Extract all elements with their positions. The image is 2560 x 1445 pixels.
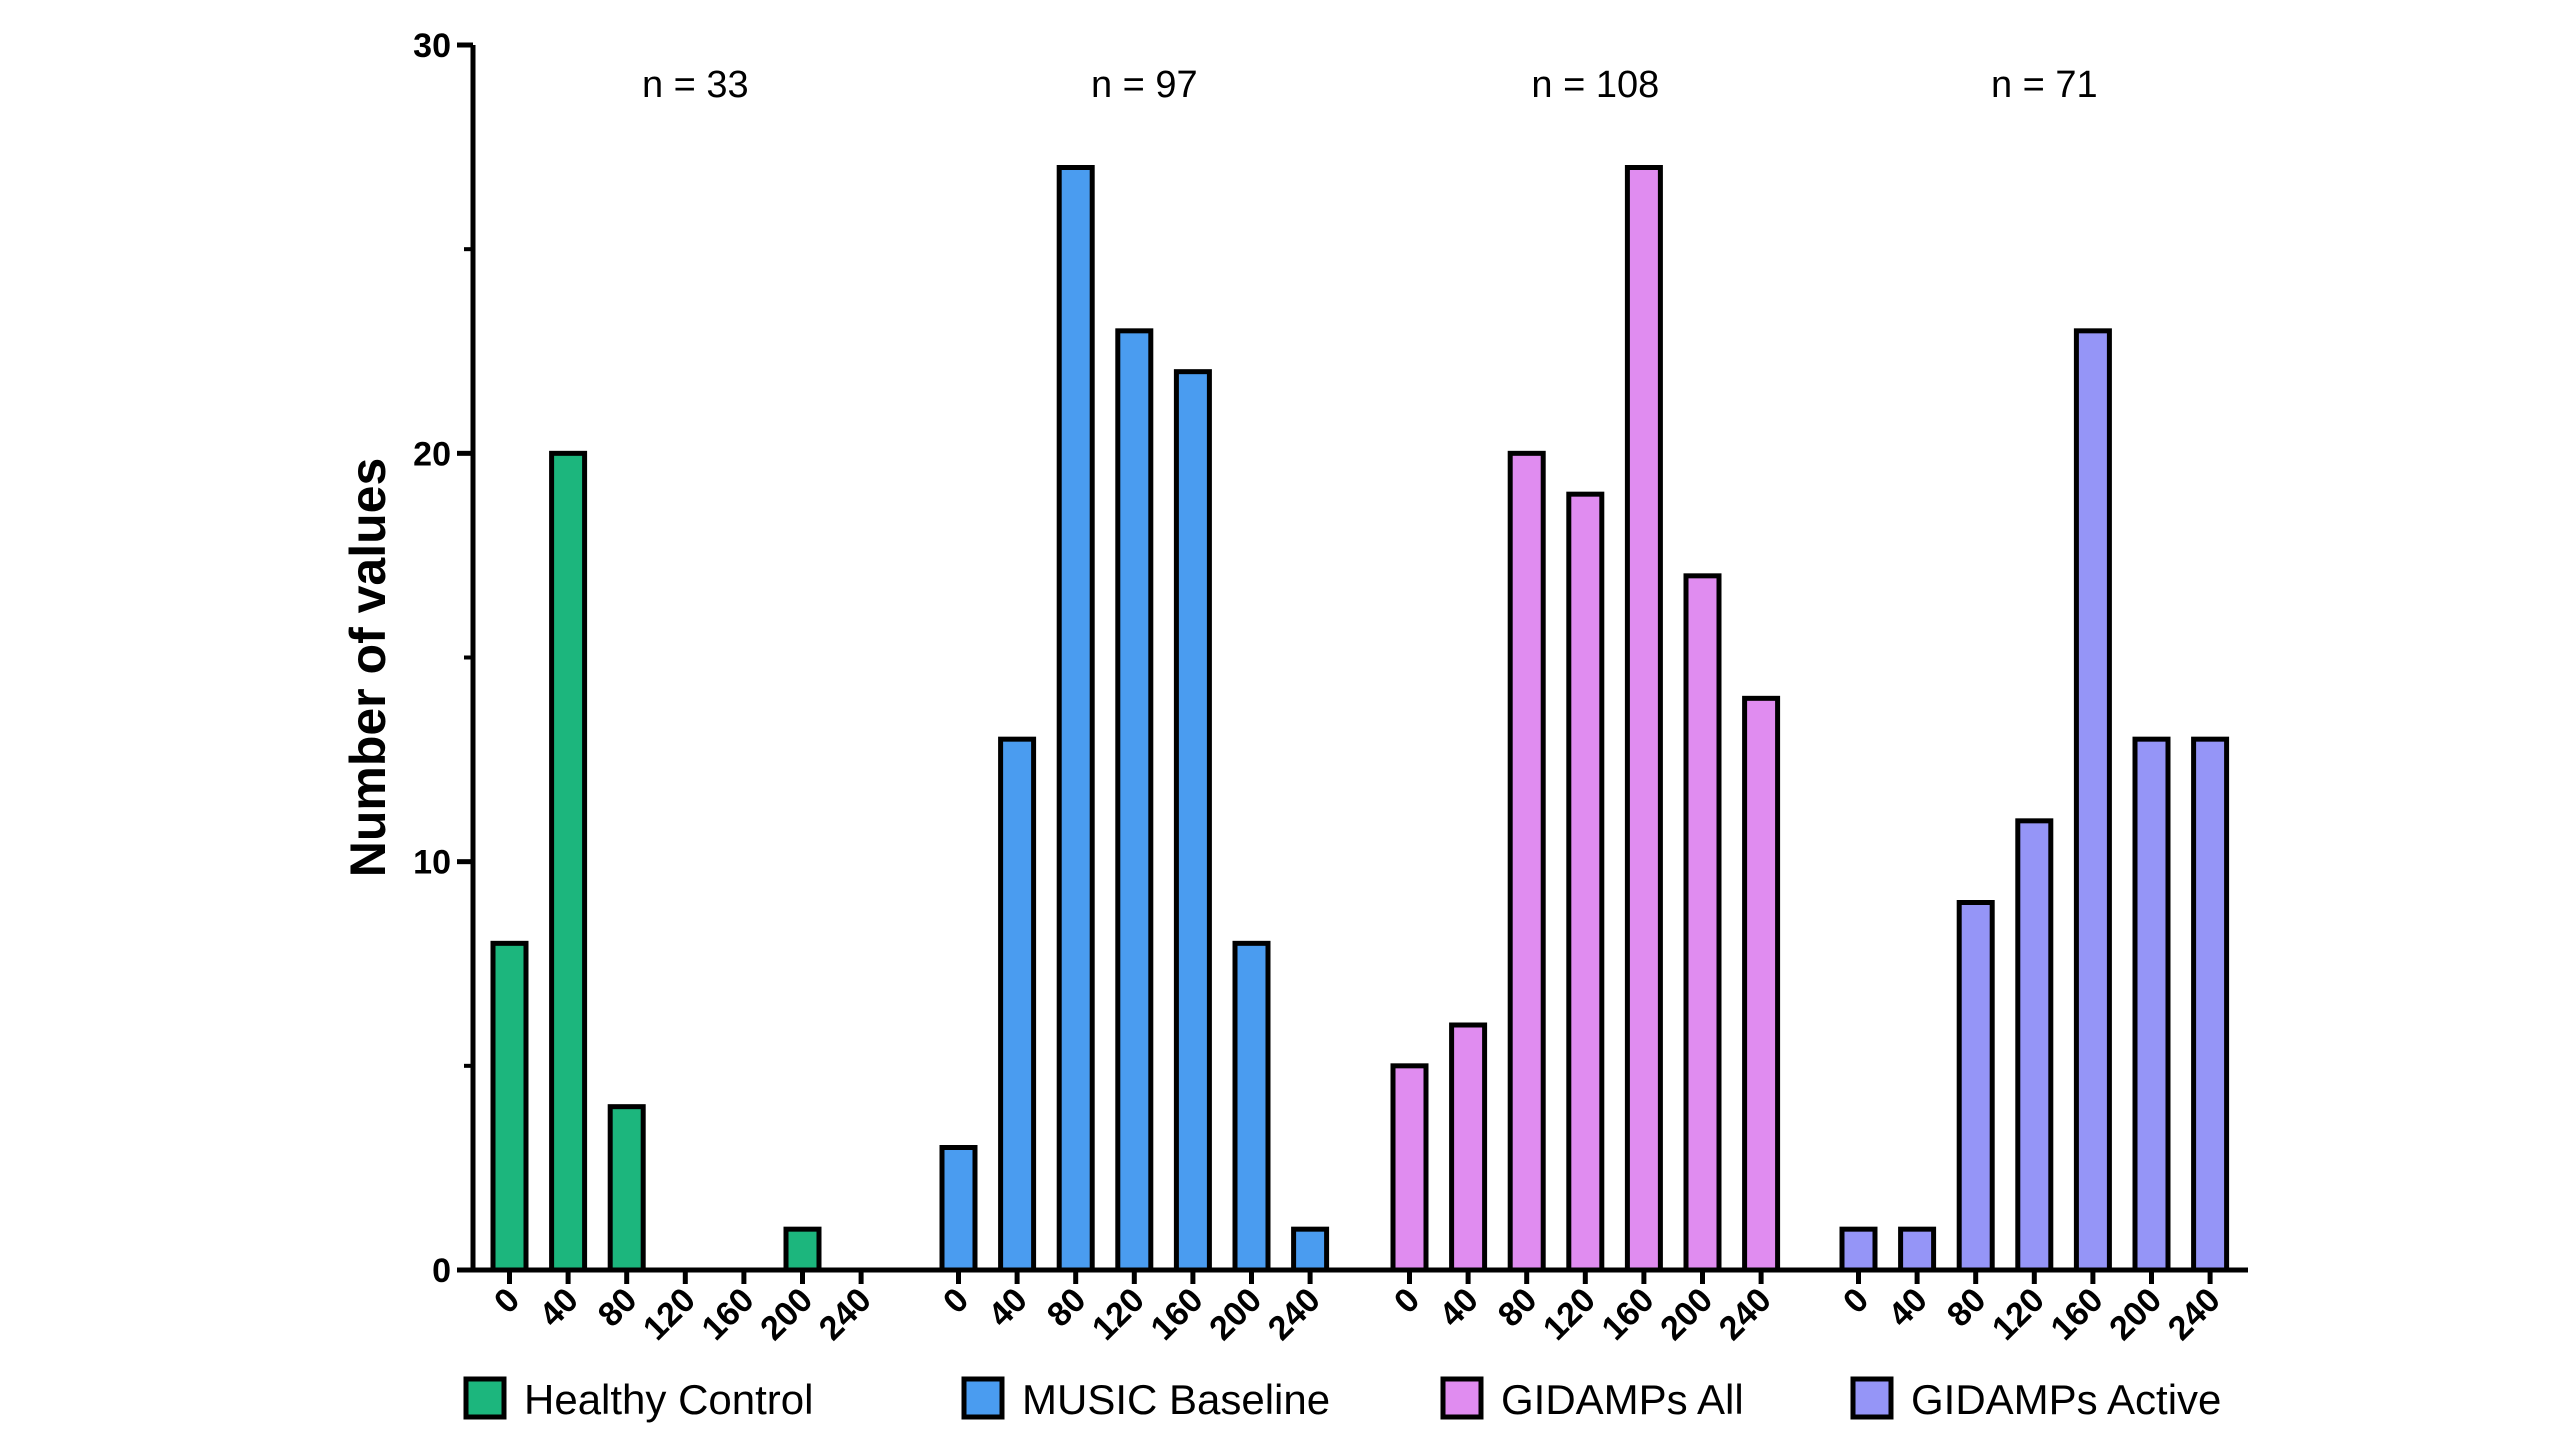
bar-0-0 (490, 940, 529, 1273)
legend-label-2: GIDAMPs All (1501, 1376, 1744, 1423)
bar-2-0 (1390, 1063, 1429, 1273)
x-tick-label-0-6: 240 (812, 1281, 879, 1348)
x-tick-label-1-5: 200 (1202, 1281, 1269, 1348)
y-axis-title: Number of values (340, 458, 396, 878)
n-label-1: n = 97 (1091, 64, 1198, 106)
y-tick-label-20: 20 (413, 435, 451, 473)
bar-0-1 (549, 450, 588, 1273)
x-tick-label-0-3: 120 (636, 1281, 703, 1348)
bar-2-4 (1624, 165, 1663, 1273)
x-tick-label-1-1: 40 (981, 1281, 1035, 1335)
bar-1-3 (1115, 328, 1154, 1273)
x-tick-label-0-5: 200 (753, 1281, 820, 1348)
bar-1-4 (1173, 369, 1212, 1273)
legend: Healthy Control MUSIC Baseline GIDAMPs All… (463, 1376, 2221, 1423)
x-tick-label-3-0: 0 (1836, 1281, 1876, 1321)
bar-3-6 (2191, 736, 2230, 1273)
bar-3-1 (1898, 1226, 1937, 1273)
bar-2-6 (1742, 695, 1781, 1273)
x-tick-label-2-1: 40 (1432, 1281, 1486, 1335)
bar-3-3 (2015, 818, 2054, 1273)
x-tick-label-3-6: 240 (2161, 1281, 2228, 1348)
x-tick-label-2-2: 80 (1491, 1281, 1545, 1335)
legend-swatch-3 (1850, 1376, 1894, 1420)
x-tick-label-2-5: 200 (1653, 1281, 1720, 1348)
bar-2-2 (1507, 450, 1546, 1273)
bar-1-0 (939, 1145, 978, 1273)
x-tick-label-0-1: 40 (532, 1281, 586, 1335)
x-tick-label-2-6: 240 (1712, 1281, 1779, 1348)
x-tick-label-3-1: 40 (1881, 1281, 1935, 1335)
bar-2-1 (1449, 1022, 1488, 1273)
x-tick-label-3-5: 200 (2102, 1281, 2169, 1348)
x-tick-label-0-4: 160 (695, 1281, 762, 1348)
n-label-2: n = 108 (1531, 64, 1659, 106)
bar-1-1 (998, 736, 1037, 1273)
x-tick-label-3-2: 80 (1940, 1281, 1994, 1335)
bar-0-2 (607, 1104, 646, 1273)
bar-2-5 (1683, 573, 1722, 1273)
x-tick-label-1-3: 120 (1085, 1281, 1152, 1348)
bar-3-0 (1839, 1226, 1878, 1273)
n-label-3: n = 71 (1991, 64, 2098, 106)
legend-swatch-2 (1440, 1376, 1484, 1420)
bar-0-5 (783, 1226, 822, 1273)
x-tick-label-2-4: 160 (1595, 1281, 1662, 1348)
legend-label-3: GIDAMPs Active (1911, 1376, 2221, 1423)
bar-3-5 (2132, 736, 2171, 1273)
y-tick-label-10: 10 (413, 844, 451, 882)
legend-label-1: MUSIC Baseline (1022, 1376, 1330, 1423)
x-tick-label-1-6: 240 (1261, 1281, 1328, 1348)
n-label-0: n = 33 (642, 64, 749, 106)
bar-3-4 (2073, 328, 2112, 1273)
bar-1-2 (1056, 165, 1095, 1273)
legend-label-0: Healthy Control (524, 1376, 813, 1423)
x-tick-label-1-0: 0 (936, 1281, 976, 1321)
bars (490, 165, 2230, 1273)
y-tick-label-30: 30 (413, 27, 451, 65)
x-tick-label-3-4: 160 (2044, 1281, 2111, 1348)
x-tick-label-1-4: 160 (1144, 1281, 1211, 1348)
y-tick-label-0: 0 (432, 1252, 451, 1290)
x-tick-label-1-2: 80 (1040, 1281, 1094, 1335)
x-tick-label-2-0: 0 (1387, 1281, 1427, 1321)
x-tick-label-0-2: 80 (591, 1281, 645, 1335)
bar-1-5 (1232, 940, 1271, 1273)
bar-2-3 (1566, 491, 1605, 1273)
x-tick-label-3-3: 120 (1985, 1281, 2052, 1348)
x-tick-label-2-3: 120 (1536, 1281, 1603, 1348)
legend-swatch-1 (961, 1376, 1005, 1420)
bar-1-6 (1291, 1226, 1330, 1273)
x-tick-label-0-0: 0 (487, 1281, 527, 1321)
bar-3-2 (1956, 900, 1995, 1273)
legend-swatch-0 (463, 1376, 507, 1420)
